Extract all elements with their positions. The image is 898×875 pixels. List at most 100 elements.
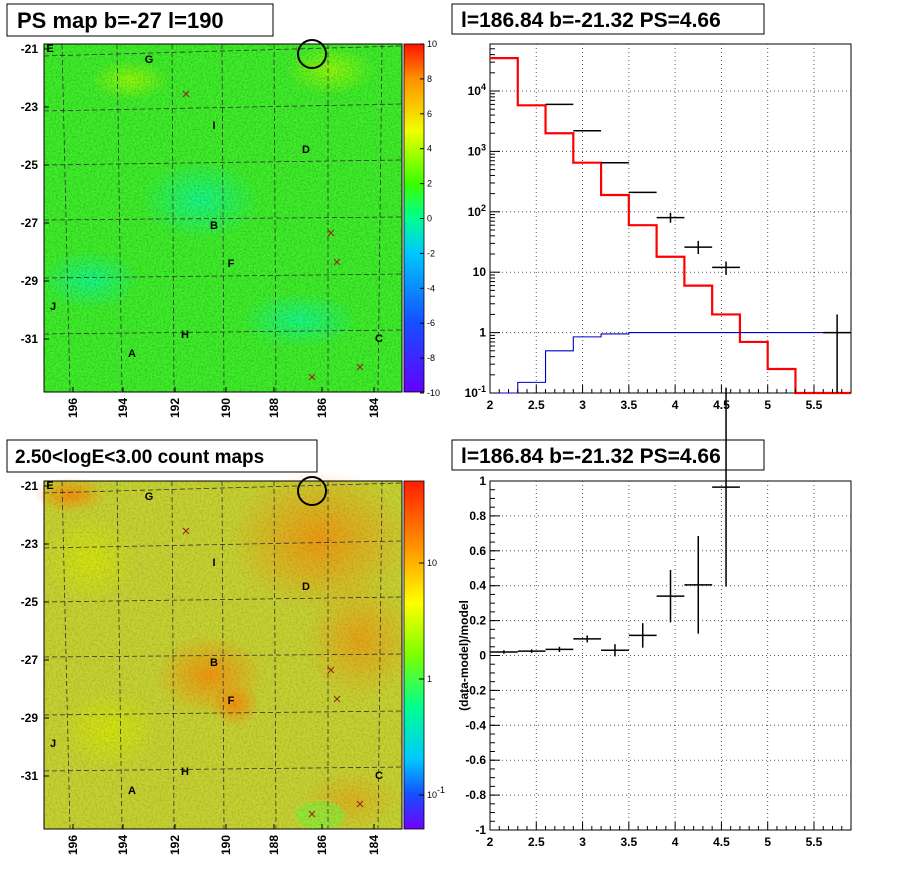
count-map-target-circle <box>297 476 327 506</box>
x-tick-label: 3.5 <box>621 835 638 849</box>
source-label: I <box>212 120 215 132</box>
colorbar-tick-label: 4 <box>427 144 432 154</box>
source-label: D <box>302 581 310 593</box>
ps-map-title: PS map b=-27 l=190 <box>17 8 224 33</box>
x-tick-label: 2 <box>487 835 494 849</box>
y-tick-label: -29 <box>21 274 39 288</box>
spectrum-plot: 2 2.5 3 3.5 4 4.5 5 5.5 10-1 1 10 102 103 104 <box>465 44 852 412</box>
x-tick-label: 192 <box>168 398 182 418</box>
residual-title-box <box>451 439 765 471</box>
count-map-image <box>35 470 415 830</box>
source-label: H <box>181 766 189 778</box>
colorbar-tick-label: 6 <box>427 109 432 119</box>
x-tick-label: 196 <box>66 398 80 418</box>
x-tick-label: 192 <box>168 835 182 855</box>
grid-line-lat-2 <box>43 596 403 603</box>
ps-map-image <box>40 43 403 393</box>
source-label: E <box>46 480 53 492</box>
source-label: B <box>210 657 218 669</box>
x-tick-label: 3 <box>579 835 586 849</box>
cross-marker <box>356 363 364 371</box>
residual-panel: l=186.84 b=-21.32 PS=4.66 2 2.5 3 3.5 4 4.5 5 5… <box>451 387 852 849</box>
x-tick-label: 4.5 <box>713 398 730 412</box>
data-point <box>684 240 713 255</box>
y-tick-label: -25 <box>21 595 39 609</box>
y-tick-label: 0.8 <box>469 509 486 523</box>
ps-map-source-markers: E G I D B F J H A C <box>46 43 383 381</box>
y-tick-label: -1 <box>475 823 486 837</box>
grid-line-lat-2 <box>43 159 403 166</box>
y-tick-label: -31 <box>21 332 39 346</box>
cross-marker <box>356 800 364 808</box>
grid-line-lat-5 <box>43 329 403 335</box>
x-tick-label: 188 <box>267 835 281 855</box>
y-tick-label: -27 <box>21 216 39 230</box>
grid-line-lat-1 <box>43 103 403 112</box>
ps-map-coordinate-grid <box>43 43 403 393</box>
grid-line-lon-6 <box>377 43 383 393</box>
x-tick-label: 190 <box>219 398 233 418</box>
y-tick-label: 1 <box>479 474 486 488</box>
cross-marker <box>182 90 190 98</box>
data-point <box>684 535 713 634</box>
grid-line-lon-2 <box>171 480 175 830</box>
grid-line-lon-2 <box>171 43 175 393</box>
spectrum-panel: l=186.84 b=-21.32 PS=4.66 2 2.5 3 3.5 4 4.5 5 5… <box>451 3 852 412</box>
x-tick-label: 2.5 <box>528 398 545 412</box>
source-label: E <box>46 43 53 55</box>
residual-plot: 2 2.5 3 3.5 4 4.5 5 5.5 -1 -0.8 -0.6 -0.4 -0.2 0 0.2 0.… <box>457 387 852 849</box>
source-label: B <box>210 220 218 232</box>
x-tick-label: 194 <box>116 835 130 855</box>
colorbar-tick-label: 1 <box>427 674 432 684</box>
source-label: H <box>181 329 189 341</box>
x-tick-label: 4 <box>672 835 679 849</box>
source-label: I <box>212 557 215 569</box>
source-label: J <box>50 301 56 313</box>
y-tick-label: 10 <box>473 265 487 279</box>
residual-title: l=186.84 b=-21.32 PS=4.66 <box>461 445 721 468</box>
x-tick-label: 186 <box>315 835 329 855</box>
y-tick-label: 0 <box>479 649 486 663</box>
y-tick-label: -31 <box>21 769 39 783</box>
x-tick-label: 3.5 <box>621 398 638 412</box>
grid-line-lat-1 <box>43 540 403 549</box>
source-label: D <box>302 144 310 156</box>
grid-line-lon-1 <box>116 480 123 830</box>
data-point <box>517 649 546 653</box>
data-point <box>712 387 740 587</box>
grid-line-lon-6 <box>377 480 383 830</box>
y-axis-label: (data-model)/model <box>457 600 471 711</box>
x-tick-label: 5 <box>764 835 771 849</box>
y-tick-label: -0.6 <box>465 753 486 767</box>
histogram-series-0 <box>490 57 851 395</box>
count-map-title-box <box>6 439 318 473</box>
count-map-axes: -21 -23 -25 -27 -29 -31 196 194 192 190 188 186 184 <box>21 479 381 855</box>
colorbar-tick-label: 0 <box>427 214 432 224</box>
x-tick-label: 5.5 <box>806 398 823 412</box>
grid-line-lon-3 <box>221 480 225 830</box>
y-tick-label: 102 <box>468 203 486 219</box>
colorbar-tick-label: -2 <box>427 248 435 258</box>
y-tick-label: -23 <box>21 537 39 551</box>
ps-map-axes: -21 -23 -25 -27 -29 -31 196 194 192 190 188 186 184 <box>21 42 381 418</box>
colorbar-tick-label: 2 <box>427 179 432 189</box>
cross-marker <box>308 810 316 818</box>
count-map-colorbar <box>403 480 425 830</box>
y-tick-label: 103 <box>468 142 486 158</box>
x-tick-label: 2 <box>487 398 494 412</box>
colorbar-tick-label: -10 <box>427 388 440 398</box>
cross-marker <box>333 258 341 266</box>
y-tick-label: -0.4 <box>465 718 486 732</box>
y-tick-label: 1 <box>479 326 486 340</box>
grid-line-lon-4 <box>273 43 277 393</box>
x-tick-label: 4 <box>672 398 679 412</box>
y-tick-label: 104 <box>468 82 486 98</box>
data-point <box>656 569 685 623</box>
y-tick-label: 0.6 <box>469 544 486 558</box>
colorbar-tick-label: -6 <box>427 318 435 328</box>
x-tick-label: 5.5 <box>806 835 823 849</box>
ps-map-colorbar-ticks: 10 8 6 4 2 0 -2 -4 -6 -8 -10 <box>420 39 440 398</box>
source-label: G <box>145 54 154 66</box>
